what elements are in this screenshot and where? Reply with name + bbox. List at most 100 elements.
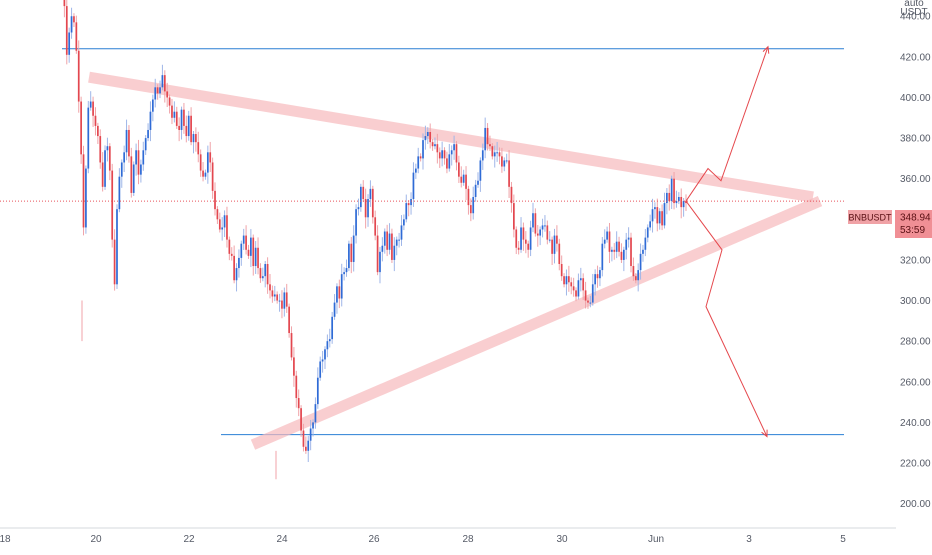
candle-body (673, 178, 675, 204)
price-tick-label: 200.00 (900, 499, 931, 510)
candle-body (197, 142, 200, 155)
price-axis[interactable]: auto USDT 440.00 420.00 400.00 380.00 360.00… (896, 0, 932, 528)
projection-paths (685, 45, 770, 438)
candle-body (123, 152, 126, 163)
horizontal-levels (62, 48, 844, 436)
candle-body (333, 302, 336, 317)
candle-body (228, 239, 231, 254)
candle-body (556, 235, 558, 244)
candle-body (367, 199, 369, 218)
candle-body (685, 201, 687, 204)
candle-body (149, 111, 152, 130)
candle-body (666, 192, 668, 204)
candle-body (183, 109, 185, 126)
candle-body (352, 235, 355, 262)
candle-body (281, 300, 283, 309)
candle-body (450, 150, 453, 155)
candle-body (216, 209, 219, 220)
candle-body (663, 203, 666, 226)
candle-body (144, 138, 147, 151)
candle-body (336, 286, 338, 303)
candle-body (89, 101, 92, 108)
candle-body (135, 150, 137, 165)
candle-body (589, 302, 592, 304)
candle-body (484, 127, 487, 151)
scale-mode-label[interactable]: auto (904, 0, 924, 9)
candle-body (661, 211, 663, 226)
candle-body (362, 186, 365, 200)
candle-body (532, 213, 534, 228)
candle-body (407, 203, 410, 206)
candle-body (503, 160, 506, 167)
candle-body (680, 196, 683, 208)
candle-body (527, 243, 530, 250)
candle-body (154, 87, 157, 100)
candles (63, 0, 687, 480)
candle-body (546, 225, 549, 240)
candle-body (505, 160, 508, 162)
candle-body (259, 268, 262, 279)
candle-body (560, 264, 563, 277)
candle-body (510, 186, 513, 204)
price-tick-label: 280.00 (900, 337, 931, 348)
candle-body (522, 227, 525, 240)
candle-body (118, 176, 121, 210)
last-price-tag: BNBUSDT 348.94 53:59 (848, 210, 932, 238)
candle-body (486, 127, 489, 145)
candle-body (644, 237, 647, 250)
candle-body (87, 107, 90, 169)
candle-body (65, 6, 68, 55)
candle-body (584, 290, 587, 301)
candle-body (73, 16, 75, 23)
candle-body (594, 274, 597, 285)
candle-body (328, 339, 331, 342)
candle-body (417, 156, 420, 169)
bearish-projection (685, 200, 768, 437)
time-tick-label: 24 (276, 534, 288, 545)
candle-body (82, 154, 85, 228)
candle-body (204, 172, 207, 177)
candle-body (85, 168, 87, 228)
candle-body (125, 129, 128, 153)
candle-body (491, 146, 494, 157)
candle-body (264, 264, 267, 277)
candle-body (214, 190, 216, 210)
candle-body (391, 233, 393, 260)
candle-body (570, 282, 573, 287)
price-axis-bg (896, 0, 932, 528)
candle-body (206, 152, 209, 173)
candle-body (553, 235, 556, 254)
candle-body (383, 231, 386, 246)
candle-body (460, 176, 463, 183)
candle-body (441, 150, 443, 159)
candle-body (637, 270, 640, 281)
candle-body (608, 231, 611, 252)
last-price-value: 348.94 (900, 213, 931, 224)
candle-body (163, 75, 166, 92)
candle-body (376, 235, 379, 273)
candle-body (288, 306, 290, 334)
candle-body (682, 201, 685, 208)
time-tick-label: 22 (183, 534, 195, 545)
candle-body (355, 209, 357, 236)
triangle-pattern (88, 71, 823, 450)
price-tick-label: 440.00 (900, 12, 931, 23)
candle-body (371, 188, 374, 218)
candle-body (357, 207, 360, 210)
candle-body (257, 247, 259, 269)
candle-body (410, 199, 412, 206)
currency-label[interactable]: USDT (900, 7, 927, 18)
candle-body (199, 154, 202, 171)
candle-body (453, 144, 455, 151)
candle-body (235, 268, 238, 281)
candle-body (132, 164, 135, 193)
candle-body (97, 125, 99, 137)
time-axis[interactable]: 18 20 22 24 26 28 30 Jun 3 5 (0, 527, 896, 545)
price-tick-label: 260.00 (900, 377, 931, 388)
candle-body (431, 142, 434, 147)
candle-body (305, 446, 307, 451)
time-tick-label: 26 (368, 534, 380, 545)
candle-body (250, 237, 252, 256)
